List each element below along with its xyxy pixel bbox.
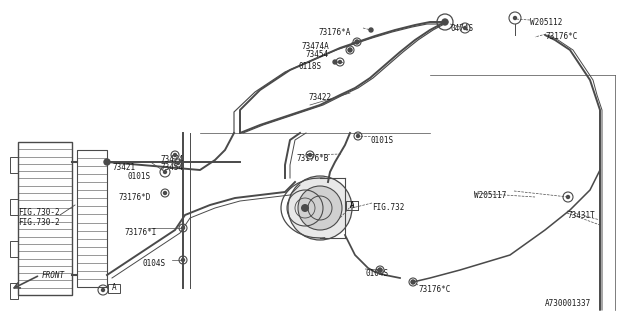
Text: 73176*I: 73176*I — [124, 228, 156, 237]
Bar — [346, 201, 358, 210]
Text: FRONT: FRONT — [42, 271, 65, 280]
Text: 73474: 73474 — [160, 155, 183, 164]
Text: 73474A: 73474A — [301, 42, 329, 51]
Text: 0474S: 0474S — [450, 24, 473, 33]
Circle shape — [566, 196, 570, 198]
Circle shape — [369, 28, 373, 32]
Circle shape — [463, 27, 467, 29]
Circle shape — [348, 48, 352, 52]
Bar — [77, 150, 107, 287]
Text: 0104S: 0104S — [365, 269, 388, 278]
Text: FIG.730-2: FIG.730-2 — [18, 208, 60, 217]
Circle shape — [102, 289, 104, 292]
Text: 73454: 73454 — [160, 163, 183, 172]
Circle shape — [177, 162, 179, 164]
Text: 73176*C: 73176*C — [418, 285, 451, 294]
Text: FIG.732: FIG.732 — [372, 203, 404, 212]
Text: A: A — [112, 284, 116, 292]
Circle shape — [182, 227, 184, 229]
Circle shape — [442, 19, 448, 25]
Text: 73454: 73454 — [305, 50, 328, 59]
Text: 73176*B: 73176*B — [296, 154, 328, 163]
Circle shape — [301, 204, 309, 212]
Text: 0101S: 0101S — [127, 172, 150, 181]
Text: A: A — [349, 201, 355, 210]
Bar — [346, 201, 358, 210]
Circle shape — [182, 259, 184, 261]
Circle shape — [356, 134, 360, 138]
Circle shape — [513, 17, 516, 20]
Bar — [10, 199, 18, 215]
Circle shape — [378, 268, 381, 271]
Circle shape — [163, 171, 166, 173]
Circle shape — [411, 280, 415, 284]
Text: A: A — [349, 201, 355, 210]
Bar — [10, 157, 18, 173]
Text: A730001337: A730001337 — [545, 299, 591, 308]
Circle shape — [173, 154, 177, 156]
Text: 73431T: 73431T — [567, 211, 595, 220]
Circle shape — [355, 40, 359, 44]
Circle shape — [163, 191, 166, 195]
Text: W205117: W205117 — [474, 191, 506, 200]
Text: 73176*C: 73176*C — [546, 32, 579, 41]
Text: 73422: 73422 — [308, 93, 331, 102]
Text: 0101S: 0101S — [370, 136, 393, 145]
Circle shape — [308, 154, 312, 156]
Text: 73176*A: 73176*A — [318, 28, 350, 37]
Circle shape — [339, 60, 342, 63]
Circle shape — [288, 176, 352, 240]
Text: 0118S: 0118S — [298, 62, 321, 71]
Bar — [10, 283, 18, 299]
Circle shape — [412, 281, 415, 284]
Text: FIG.730-2: FIG.730-2 — [18, 218, 60, 227]
Text: 73421: 73421 — [112, 163, 135, 172]
Text: 0104S: 0104S — [142, 259, 165, 268]
Bar — [10, 241, 18, 257]
Circle shape — [378, 268, 382, 272]
Circle shape — [333, 60, 337, 64]
Circle shape — [349, 49, 351, 52]
Circle shape — [298, 186, 342, 230]
Text: 73176*D: 73176*D — [118, 193, 150, 202]
Bar — [18, 142, 72, 295]
Circle shape — [355, 41, 358, 44]
Circle shape — [104, 159, 110, 165]
Bar — [108, 284, 120, 292]
Text: W205112: W205112 — [530, 18, 563, 27]
